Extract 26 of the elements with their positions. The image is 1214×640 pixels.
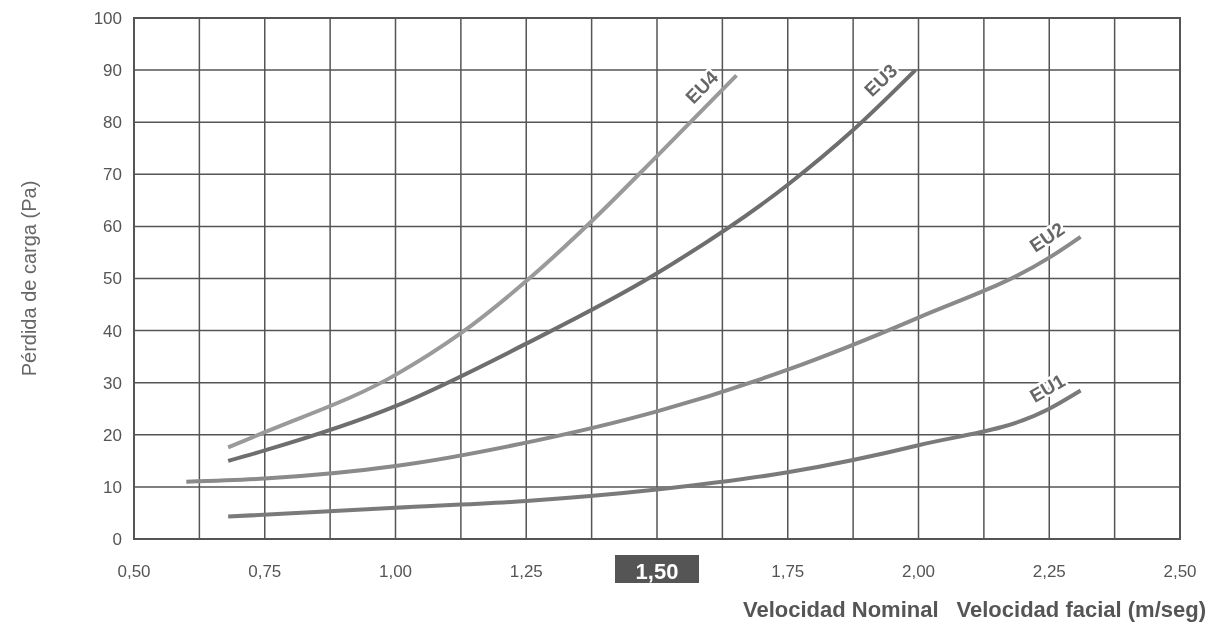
x-axis-title: Velocidad facial (m/seg) [956, 597, 1206, 622]
y-tick-label: 50 [103, 269, 122, 289]
x-tick-label: 1,75 [771, 561, 805, 581]
y-tick-label: 40 [103, 321, 122, 341]
y-tick-label: 90 [103, 61, 122, 81]
y-tick-label: 20 [103, 425, 122, 445]
y-tick-label: 60 [103, 217, 122, 237]
y-axis-title: Pérdida de carga (Pa) [18, 180, 40, 377]
y-tick-label: 100 [93, 8, 122, 28]
x-tick-label: 1,50 [635, 558, 679, 584]
y-tick-label: 10 [103, 477, 122, 497]
line-series [226, 73, 739, 450]
x-tick-label: 1,00 [378, 561, 413, 581]
x-tick-label: 2,50 [1163, 561, 1197, 581]
y-tick-label: 30 [103, 373, 122, 393]
x-tick-label: 0,50 [117, 561, 151, 581]
y-tick-label: 80 [103, 113, 122, 133]
x-tick-label: 2,25 [1032, 561, 1066, 581]
y-tick-label: 0 [112, 529, 122, 549]
text: EU2 [1025, 218, 1069, 257]
x-tick-label: 2,00 [901, 561, 936, 581]
text: Velocidad Nominal [742, 597, 939, 622]
text: EU1 [1026, 369, 1069, 407]
x-tick-label: 1,25 [509, 561, 543, 581]
x-tick-label: 0,75 [248, 561, 282, 581]
y-tick-label: 70 [103, 165, 122, 185]
